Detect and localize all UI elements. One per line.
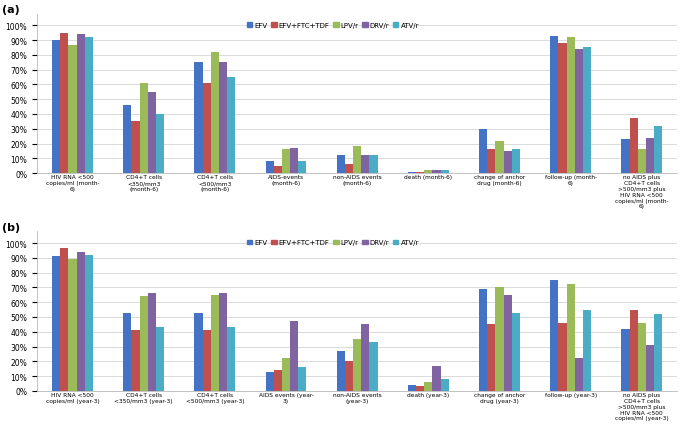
Bar: [131, 331, 139, 391]
Bar: [266, 372, 274, 391]
Bar: [227, 78, 235, 174]
Bar: [487, 150, 495, 174]
Bar: [266, 162, 274, 174]
Bar: [52, 257, 60, 391]
Bar: [370, 343, 378, 391]
Bar: [68, 46, 76, 174]
Bar: [195, 63, 203, 174]
Bar: [550, 280, 559, 391]
Text: (a): (a): [1, 5, 19, 15]
Bar: [123, 106, 131, 174]
Bar: [203, 331, 211, 391]
Bar: [567, 38, 575, 174]
Bar: [123, 313, 131, 391]
Bar: [298, 162, 307, 174]
Bar: [148, 92, 156, 174]
Bar: [567, 285, 575, 391]
Bar: [646, 345, 654, 391]
Bar: [416, 172, 424, 174]
Text: (b): (b): [1, 222, 20, 232]
Bar: [550, 37, 559, 174]
Bar: [274, 370, 282, 391]
Bar: [290, 322, 298, 391]
Bar: [353, 340, 361, 391]
Bar: [654, 314, 663, 391]
Bar: [345, 362, 353, 391]
Bar: [290, 149, 298, 174]
Bar: [575, 50, 583, 174]
Bar: [512, 313, 520, 391]
Bar: [495, 288, 503, 391]
Bar: [583, 310, 591, 391]
Bar: [441, 379, 449, 391]
Bar: [583, 49, 591, 174]
Bar: [630, 310, 638, 391]
Bar: [282, 359, 290, 391]
Bar: [370, 156, 378, 174]
Bar: [361, 156, 370, 174]
Bar: [424, 171, 432, 174]
Bar: [52, 41, 60, 174]
Bar: [432, 171, 441, 174]
Bar: [408, 172, 416, 174]
Bar: [487, 325, 495, 391]
Bar: [512, 150, 520, 174]
Bar: [282, 150, 290, 174]
Bar: [503, 295, 512, 391]
Bar: [203, 84, 211, 174]
Bar: [630, 119, 638, 174]
Bar: [85, 38, 93, 174]
Bar: [408, 385, 416, 391]
Bar: [195, 313, 203, 391]
Legend: EFV, EFV+FTC+TDF, LPV/r, DRV/r, ATV/r: EFV, EFV+FTC+TDF, LPV/r, DRV/r, ATV/r: [245, 239, 420, 247]
Bar: [638, 150, 646, 174]
Bar: [337, 351, 345, 391]
Bar: [68, 260, 76, 391]
Bar: [654, 127, 663, 174]
Bar: [148, 294, 156, 391]
Bar: [139, 296, 148, 391]
Bar: [361, 325, 370, 391]
Bar: [227, 328, 235, 391]
Bar: [211, 295, 219, 391]
Bar: [298, 367, 307, 391]
Bar: [131, 122, 139, 174]
Bar: [156, 328, 164, 391]
Bar: [85, 255, 93, 391]
Bar: [559, 44, 567, 174]
Bar: [424, 382, 432, 391]
Bar: [76, 35, 85, 174]
Bar: [479, 289, 487, 391]
Bar: [139, 84, 148, 174]
Bar: [638, 323, 646, 391]
Bar: [219, 63, 227, 174]
Bar: [575, 359, 583, 391]
Bar: [479, 130, 487, 174]
Bar: [60, 34, 68, 174]
Bar: [76, 252, 85, 391]
Legend: EFV, EFV+FTC+TDF, LPV/r, DRV/r, ATV/r: EFV, EFV+FTC+TDF, LPV/r, DRV/r, ATV/r: [245, 21, 420, 30]
Bar: [353, 147, 361, 174]
Bar: [60, 248, 68, 391]
Bar: [211, 53, 219, 174]
Bar: [622, 329, 630, 391]
Bar: [622, 140, 630, 174]
Bar: [337, 156, 345, 174]
Bar: [345, 165, 353, 174]
Bar: [503, 152, 512, 174]
Bar: [156, 115, 164, 174]
Bar: [432, 366, 441, 391]
Bar: [559, 323, 567, 391]
Bar: [274, 166, 282, 174]
Bar: [416, 386, 424, 391]
Bar: [441, 171, 449, 174]
Bar: [646, 138, 654, 174]
Bar: [219, 294, 227, 391]
Bar: [495, 141, 503, 174]
